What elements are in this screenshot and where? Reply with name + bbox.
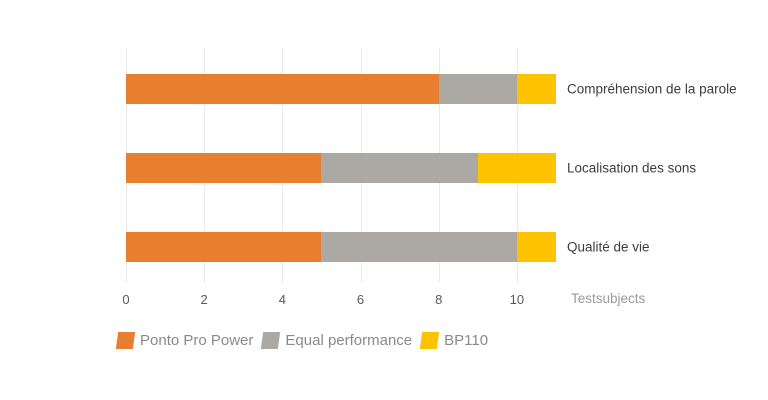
legend-label-bp110: BP110 (444, 332, 489, 349)
bar-row-localisation-des-sons (126, 153, 556, 183)
legend-label-ponto-pro-power: Ponto Pro Power (140, 332, 254, 349)
bar-segment-equal-performance (321, 232, 517, 262)
bar-segment-ponto-pro-power (126, 232, 322, 262)
legend-item-bp110: BP110 (419, 332, 489, 349)
bar-segment-ponto-pro-power (126, 153, 322, 183)
legend-swatch-bp110 (419, 332, 440, 349)
legend-swatch-equal-performance (261, 332, 281, 349)
x-tick-label-10: 10 (509, 292, 525, 307)
x-tick-label-2: 2 (200, 292, 208, 307)
x-tick-label-8: 8 (435, 292, 443, 307)
legend-label-equal-performance: Equal performance (285, 332, 413, 349)
bar-row-qualit-de-vie (126, 232, 556, 262)
category-label-localisation-des-sons: Localisation des sons (567, 160, 697, 176)
x-tick-label-4: 4 (278, 292, 286, 307)
legend-item-ponto-pro-power: Ponto Pro Power (115, 332, 254, 349)
bar-segment-bp110 (516, 74, 556, 104)
x-tick-label-6: 6 (356, 292, 365, 307)
bar-segment-bp110 (516, 232, 556, 262)
category-label-qualit-de-vie: Qualité de vie (567, 239, 650, 255)
x-axis-title: Testsubjects (571, 291, 646, 306)
plot-area (126, 48, 556, 283)
bar-segment-equal-performance (438, 74, 517, 104)
bar-segment-bp110 (477, 153, 556, 183)
legend-item-equal-performance: Equal performance (261, 332, 413, 349)
legend-swatch-ponto-pro-power (115, 332, 136, 349)
bar-segment-equal-performance (321, 153, 478, 183)
legend: Ponto Pro Power Equal performance BP110 (115, 332, 489, 349)
bar-row-compr-hension-de-la-parole (126, 74, 556, 104)
category-label-compr-hension-de-la-parole: Compréhension de la parole (567, 81, 737, 97)
x-tick-label-0: 0 (122, 292, 130, 307)
bar-segment-ponto-pro-power (126, 74, 439, 104)
